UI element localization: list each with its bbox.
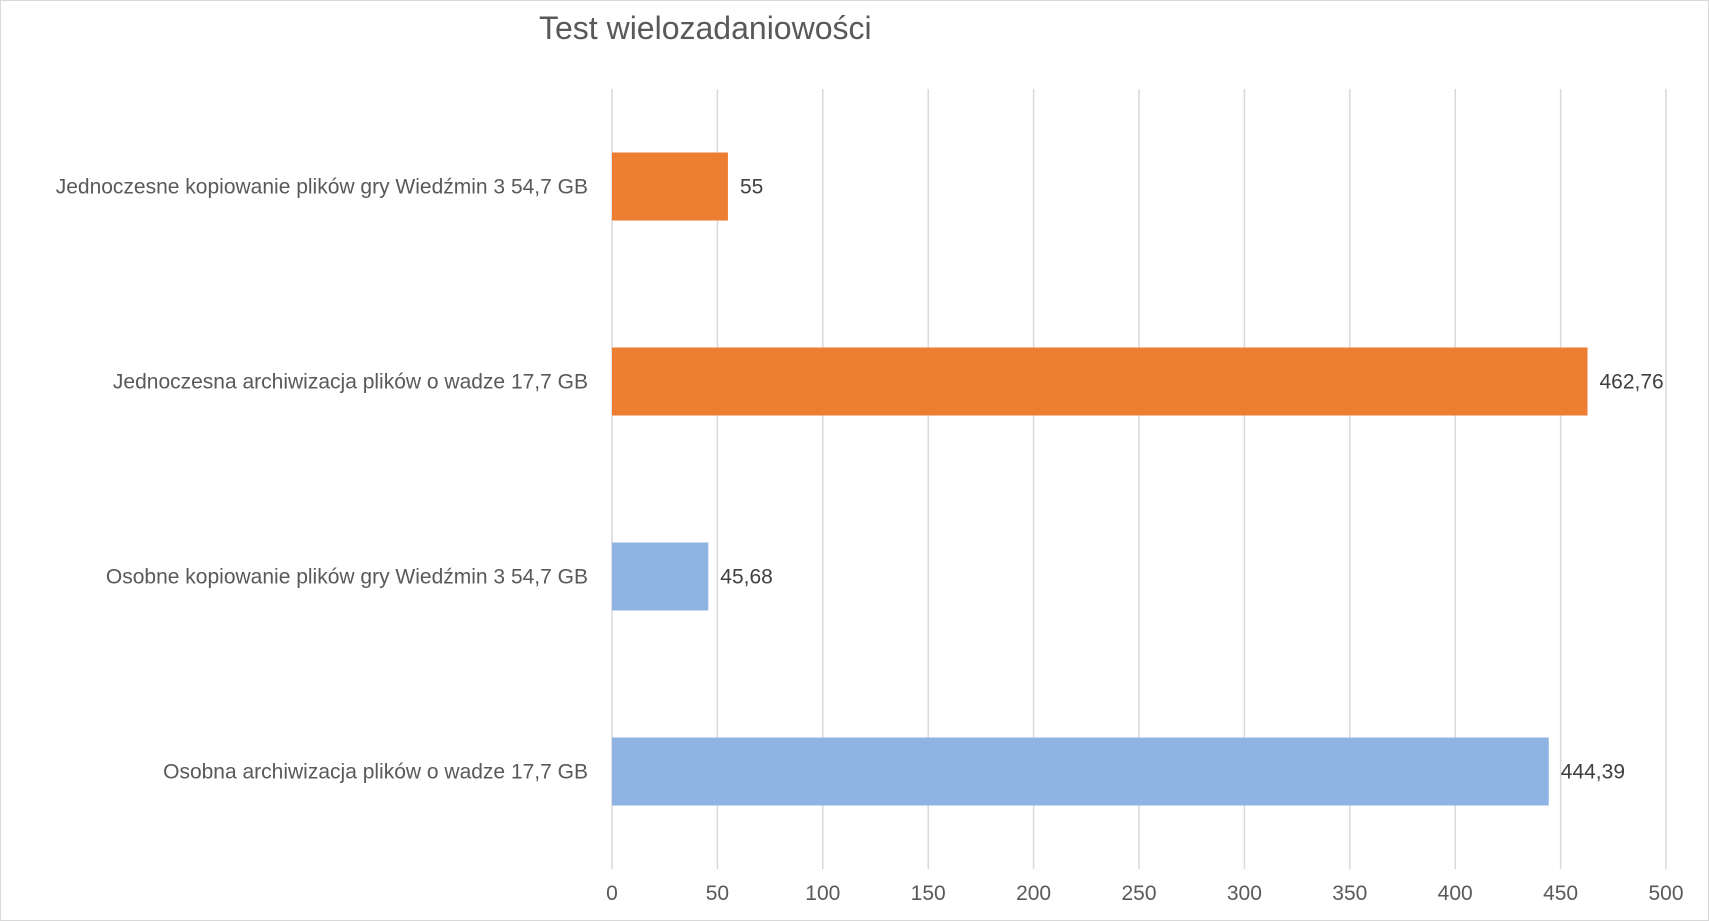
category-labels: Jednoczesne kopiowanie plików gry Wiedźm… [56, 176, 588, 784]
bar [612, 737, 1549, 806]
bar [612, 152, 728, 221]
x-tick-label: 200 [1016, 882, 1051, 905]
x-tick-label: 350 [1332, 882, 1367, 905]
data-label: 462,76 [1599, 371, 1663, 394]
chart-title: Test wielozadaniowości [539, 10, 872, 46]
data-labels: 55 462,76 45,68 444,39 [720, 176, 1663, 784]
category-label: Jednoczesna archiwizacja plików o wadze … [113, 371, 588, 394]
data-label: 55 [740, 176, 763, 199]
x-tick-label: 100 [805, 882, 840, 905]
category-label: Osobna archiwizacja plików o wadze 17,7 … [163, 761, 588, 784]
data-label: 45,68 [720, 566, 773, 589]
x-tick-label: 0 [606, 882, 618, 905]
x-tick-label: 450 [1543, 882, 1578, 905]
x-tick-label: 400 [1438, 882, 1473, 905]
bar [612, 347, 1588, 416]
x-tick-label: 50 [706, 882, 729, 905]
bars [612, 152, 1588, 806]
data-label: 444,39 [1561, 761, 1625, 784]
x-axis-tick-labels: 0 50 100 150 200 250 300 350 400 450 500 [606, 882, 1683, 905]
x-tick-label: 300 [1227, 882, 1262, 905]
category-label: Osobne kopiowanie plików gry Wiedźmin 3 … [106, 566, 588, 589]
x-tick-label: 250 [1121, 882, 1156, 905]
bar [612, 542, 709, 611]
x-tick-label: 150 [911, 882, 946, 905]
x-tick-label: 500 [1648, 882, 1683, 905]
category-label: Jednoczesne kopiowanie plików gry Wiedźm… [56, 176, 588, 199]
